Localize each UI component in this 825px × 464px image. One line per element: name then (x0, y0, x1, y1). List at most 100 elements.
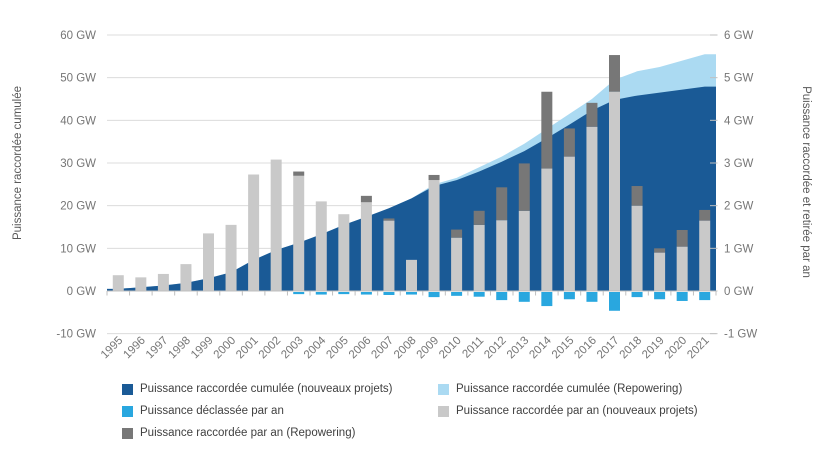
left-axis-tick-label: 40 GW (60, 115, 96, 127)
bar-2006-declassee (360, 292, 372, 295)
bar-2006-repowering (360, 195, 372, 203)
x-axis-year-label: 2012 (482, 335, 509, 362)
x-axis-year-label: 2009 (415, 335, 442, 362)
left-axis-tick-label: 30 GW (60, 158, 96, 170)
x-axis-year-label: 2011 (460, 335, 486, 361)
x-axis-year-label: 1997 (144, 335, 171, 362)
bar-2000-new-projects (225, 224, 237, 291)
legend-swatch-light-gray-icon (438, 405, 449, 417)
legend-swatch-dark-gray-icon (122, 427, 133, 439)
bar-2018-repowering (631, 186, 643, 206)
bar-2017-repowering (609, 55, 620, 92)
bar-2013-new-projects (518, 210, 530, 291)
area-cumulative-new-projects (107, 86, 716, 291)
left-axis-tick-label: 20 GW (60, 201, 96, 213)
bar-2015-repowering (563, 128, 575, 157)
right-axis-title: Puissance raccordée et retirée par an (800, 86, 812, 278)
right-axis-tick-label: 6 GW (724, 30, 754, 42)
bar-2009-declassee (428, 292, 440, 298)
bar-1995-new-projects (112, 275, 124, 291)
bar-2003-declassee (293, 292, 305, 295)
right-axis-tick-label: 5 GW (724, 73, 754, 85)
bar-1997-new-projects (157, 273, 169, 291)
left-axis-tick-label: -10 GW (56, 329, 96, 341)
bar-2016-repowering (586, 102, 598, 127)
bar-2016-new-projects (586, 126, 598, 291)
bar-2018-new-projects (631, 205, 643, 291)
bar-2020-repowering (676, 229, 688, 247)
x-axis-year-label: 2016 (572, 335, 599, 362)
right-axis-tick-label: 3 GW (724, 158, 754, 170)
bar-2014-repowering (541, 91, 553, 169)
legend-item-par-an-nouveaux-projets: Puissance raccordée par an (nouveaux pro… (438, 404, 698, 418)
bar-2004-declassee (315, 292, 327, 295)
x-axis-year-label: 2019 (640, 335, 667, 362)
right-axis-tick-label: 0 GW (724, 286, 754, 298)
bar-2011-new-projects (473, 224, 485, 291)
bar-2010-declassee (451, 292, 463, 296)
bar-2021-new-projects (699, 220, 711, 291)
bar-1999-new-projects (203, 233, 214, 291)
legend-item-declassee-par-an: Puissance déclassée par an (122, 404, 284, 418)
x-axis-year-label: 2008 (392, 335, 419, 362)
x-axis-year-label: 2002 (257, 335, 284, 362)
x-axis-year-label: 2010 (437, 335, 464, 362)
legend-item-par-an-repowering: Puissance raccordée par an (Repowering) (122, 426, 355, 440)
bar-2006-new-projects (360, 202, 372, 291)
x-axis-year-label: 1996 (121, 335, 148, 362)
left-axis-tick-label: 10 GW (60, 243, 96, 255)
bar-2003-repowering (293, 171, 305, 176)
x-axis-year-label: 2015 (550, 335, 577, 362)
x-axis-year-label: 2007 (369, 335, 396, 362)
bar-2009-new-projects (428, 180, 440, 291)
bar-2003-new-projects (293, 175, 305, 291)
legend-label: Puissance raccordée par an (Repowering) (140, 427, 356, 439)
bar-2007-repowering (383, 218, 395, 221)
bar-2007-new-projects (383, 220, 395, 291)
x-axis-year-label: 2020 (663, 335, 690, 362)
bar-2014-declassee (541, 292, 553, 307)
x-axis-year-label: 2021 (685, 335, 712, 362)
bar-2012-repowering (496, 187, 508, 221)
bar-1996-new-projects (135, 277, 147, 291)
x-axis-year-label: 2001 (234, 335, 261, 362)
left-axis-tick-label: 50 GW (60, 73, 96, 85)
x-axis-year-label: 2017 (595, 335, 622, 362)
bar-2012-new-projects (496, 220, 508, 291)
bar-2012-declassee (496, 292, 508, 301)
bar-2019-declassee (654, 292, 666, 300)
legend-swatch-dark-blue-icon (122, 383, 133, 395)
left-axis-title: Puissance raccordée cumulée (12, 85, 24, 241)
bar-2005-new-projects (338, 214, 350, 291)
bar-2001-new-projects (248, 174, 260, 291)
legend-label: Puissance raccordée cumulée (nouveaux pr… (140, 383, 393, 395)
bar-2008-declassee (406, 292, 417, 295)
bar-2017-new-projects (609, 91, 620, 291)
bar-2015-new-projects (563, 156, 575, 291)
x-axis-year-label: 2003 (279, 335, 306, 362)
bar-2017-declassee (609, 292, 620, 311)
right-axis-tick-label: 1 GW (724, 243, 754, 255)
legend-item-cumulee-nouveaux-projets: Puissance raccordée cumulée (nouveaux pr… (122, 382, 393, 396)
legend-label: Puissance raccordée cumulée (Repowering) (456, 383, 683, 395)
bar-2007-declassee (383, 292, 395, 295)
bar-2013-declassee (518, 292, 530, 302)
legend-item-cumulee-repowering: Puissance raccordée cumulée (Repowering) (438, 382, 682, 396)
left-axis-tick-label: 0 GW (67, 286, 97, 298)
left-axis-tick-label: 60 GW (60, 30, 96, 42)
x-axis-year-label: 1999 (189, 335, 216, 362)
x-axis-year-label: 1995 (99, 335, 126, 362)
right-axis-tick-label: 2 GW (724, 201, 754, 213)
x-axis-year-label: 2004 (302, 334, 329, 361)
bar-2011-repowering (473, 210, 485, 225)
bar-2020-declassee (676, 292, 688, 301)
bar-2021-declassee (699, 292, 711, 301)
bar-2002-new-projects (270, 159, 282, 291)
legend-label: Puissance raccordée par an (nouveaux pro… (456, 405, 698, 417)
x-axis-year-label: 2005 (324, 335, 351, 362)
x-axis-year-label: 2018 (618, 335, 645, 362)
bar-1998-new-projects (180, 264, 192, 291)
right-axis-tick-label: 4 GW (724, 115, 754, 127)
